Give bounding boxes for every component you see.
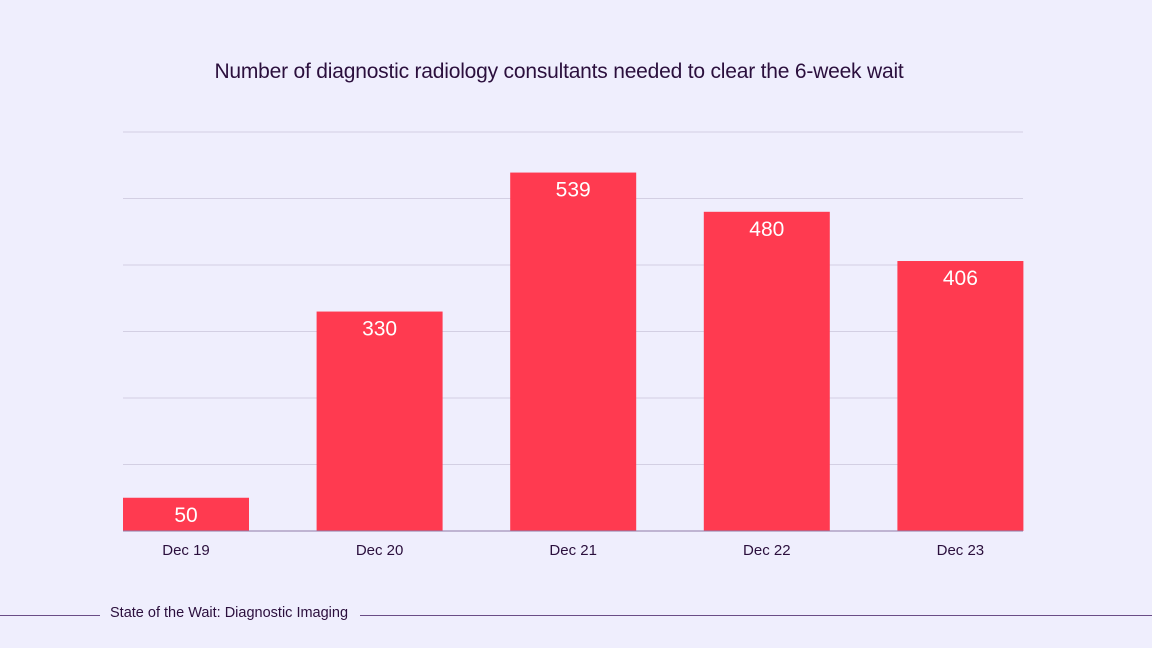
x-tick-label: Dec 19 [162,542,210,559]
bar [897,261,1024,531]
x-tick-label: Dec 22 [743,542,791,559]
data-label: 406 [943,267,978,290]
bar [316,311,443,531]
bar [123,497,249,531]
bar [510,172,637,531]
chart-title: Number of diagnostic radiology consultan… [214,60,904,83]
data-label: 50 [174,504,197,527]
footer-rule-right [360,615,1152,616]
x-tick-label: Dec 21 [549,542,597,559]
x-tick-label: Dec 23 [937,542,985,559]
data-label: 330 [362,318,397,341]
footer-source: State of the Wait: Diagnostic Imaging [110,605,349,621]
x-tick-label: Dec 20 [356,542,404,559]
data-label: 539 [556,179,591,202]
data-label: 480 [749,218,784,241]
footer-rule-left [0,615,100,616]
bar [703,211,830,532]
